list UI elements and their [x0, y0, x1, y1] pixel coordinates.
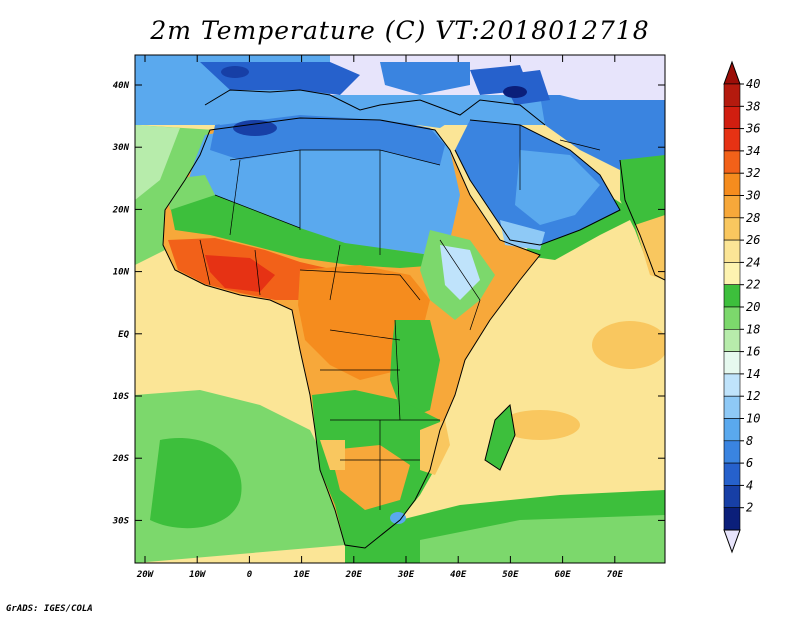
- lat-tick-label: 30N: [112, 143, 130, 153]
- india-coastline: [619, 159, 665, 281]
- latitude-axis: 40N 30N 20N 10N EQ 10S 20S 30S: [112, 81, 665, 526]
- colorbar-label: 20: [746, 300, 760, 314]
- colorbar-swatch: [723, 128, 741, 152]
- map-field: [135, 55, 665, 563]
- lon-tick-label: 70E: [607, 570, 624, 580]
- colorbar-swatch: [723, 306, 741, 330]
- colorbar-swatch: [723, 395, 741, 419]
- colorbar-swatch: [723, 106, 741, 129]
- colorbar-label: 40: [746, 77, 760, 91]
- colorbar-swatch: [723, 239, 741, 263]
- turkey-cold: [503, 86, 527, 98]
- colorbar-label: 30: [745, 189, 760, 203]
- lat-tick-label: 40N: [113, 81, 130, 91]
- colorbar-swatch: [723, 462, 741, 486]
- colorbar-label: 24: [746, 255, 760, 269]
- colorbar-swatch: [723, 373, 741, 397]
- lon-tick-label: 0: [247, 570, 253, 580]
- sahel-light: [165, 175, 215, 210]
- great-lakes-green: [390, 320, 440, 420]
- central-asia-cold: [520, 55, 665, 100]
- lon-tick-label: 30E: [397, 570, 415, 580]
- lat-tick-label: 20N: [112, 205, 130, 215]
- southern-ocean-light: [420, 515, 665, 563]
- colorbar-swatch: [723, 440, 741, 464]
- colorbar-label: 8: [746, 434, 753, 448]
- madagascar-coastline: [484, 403, 516, 471]
- alps-cold: [221, 66, 249, 78]
- colorbar-swatch: [723, 328, 741, 352]
- colorbar-swatch: [723, 172, 741, 196]
- namibia-warm: [320, 440, 345, 470]
- lat-tick-label: EQ: [118, 330, 129, 340]
- sahel-green: [170, 195, 440, 268]
- indian-ocean-warm: [592, 321, 665, 369]
- atlas-cold: [233, 120, 277, 136]
- colorbar-swatch: [723, 195, 741, 219]
- colorbar-swatch: [723, 485, 741, 508]
- ethiopia-cool: [440, 245, 480, 300]
- lat-tick-label: 30S: [112, 516, 130, 526]
- arabia-south: [500, 220, 545, 250]
- colorbar-swatch: [723, 284, 741, 308]
- lon-tick-label: 40E: [450, 570, 467, 580]
- colorbar-label: 36: [745, 122, 760, 136]
- colorbar: 40 38 36 34 32 30 28 26 24 22 20 18 16 14 12 10 8 6 4 2: [723, 60, 760, 554]
- south-atlantic-swirl: [150, 438, 242, 529]
- atlantic-north-light: [135, 125, 180, 200]
- colorbar-swatch: [723, 418, 741, 442]
- colorbar-label: 12: [746, 389, 760, 403]
- colorbar-swatch: [723, 217, 741, 241]
- colorbar-label: 14: [746, 367, 760, 381]
- west-africa-hotspot: [205, 255, 275, 292]
- africa-coastline: [162, 117, 541, 549]
- colorbar-swatch: [723, 150, 741, 174]
- iran-region: [540, 95, 665, 170]
- colorbar-label: 38: [745, 99, 760, 113]
- lon-tick-label: 60E: [554, 570, 571, 580]
- colorbar-swatch: [723, 262, 741, 285]
- lat-tick-label: 20S: [112, 454, 130, 464]
- colorbar-label: 10: [746, 412, 760, 426]
- colorbar-label: 34: [745, 144, 760, 158]
- mediterranean-sea: [205, 100, 460, 128]
- credit-text: GrADS: IGES/COLA: [6, 604, 93, 614]
- colorbar-bottom-arrow: [723, 529, 741, 554]
- longitude-axis: 20W 10W 0 10E 20E 30E 40E 50E 60E 70E: [136, 55, 624, 580]
- mozambique-warm: [500, 410, 580, 440]
- arabia-coastline: [454, 119, 621, 246]
- colorbar-label: 18: [746, 322, 760, 336]
- lesotho-cold: [390, 512, 406, 524]
- lon-tick-label: 50E: [502, 570, 519, 580]
- colorbar-label: 22: [746, 278, 760, 292]
- colorbar-label: 2: [746, 501, 753, 515]
- colorbar-label: 26: [746, 233, 760, 247]
- colorbar-label: 4: [746, 478, 753, 492]
- country-borders: [199, 125, 601, 510]
- colorbar-swatch: [723, 351, 741, 375]
- lon-tick-label: 10W: [189, 570, 207, 580]
- arabia-light: [515, 150, 600, 225]
- lat-tick-label: 10N: [113, 268, 130, 278]
- colorbar-label: 6: [746, 456, 753, 470]
- lon-tick-label: 20W: [136, 570, 155, 580]
- colorbar-swatch: [723, 507, 741, 531]
- colorbar-label: 16: [746, 345, 760, 359]
- plot-frame: [134, 54, 666, 564]
- kalahari-warm: [330, 445, 410, 510]
- chart-title: 2m Temperature (C) VT:2018012718: [150, 16, 650, 45]
- mozambique-coast: [420, 420, 450, 475]
- lat-tick-label: 10S: [113, 392, 130, 402]
- lon-tick-label: 10E: [293, 570, 310, 580]
- balkans-cold: [380, 62, 470, 95]
- colorbar-label: 32: [745, 166, 760, 180]
- colorbar-top-arrow: [723, 60, 741, 85]
- colorbar-label: 28: [746, 211, 760, 225]
- europe-coastline: [204, 89, 546, 126]
- india-warm: [635, 215, 665, 280]
- lon-tick-label: 20E: [345, 570, 363, 580]
- madagascar: [485, 405, 515, 470]
- colorbar-swatch: [723, 83, 741, 107]
